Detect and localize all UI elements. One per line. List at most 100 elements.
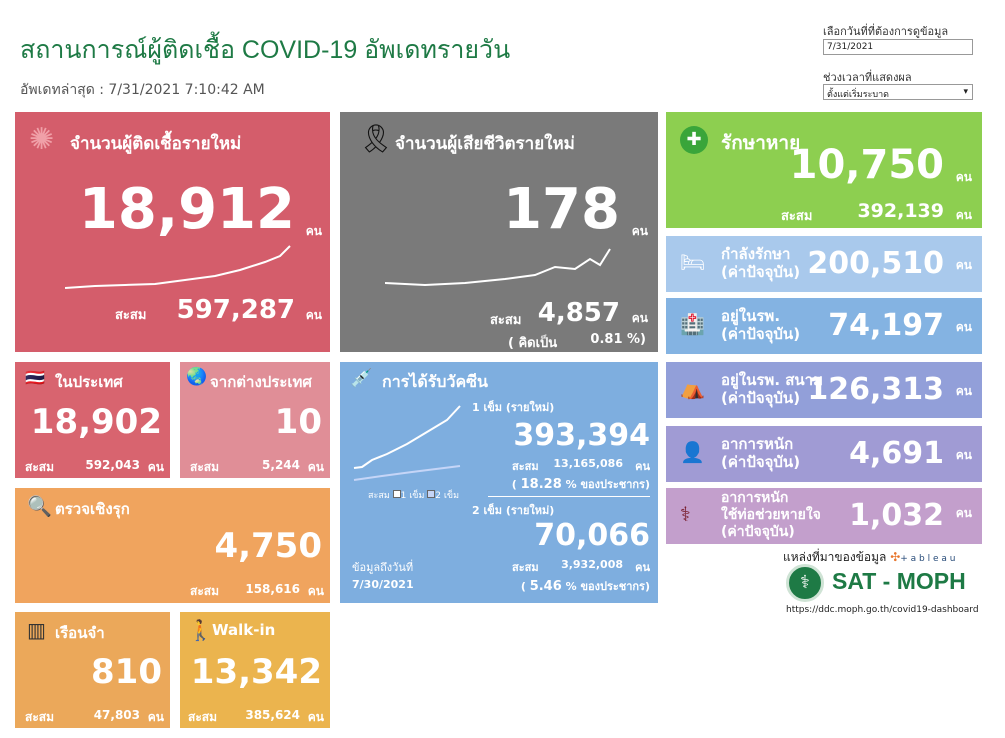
- walkin-panel: 🚶 Walk-in 13,342 สะสม 385,624 คน: [180, 612, 330, 728]
- unit: คน: [147, 460, 164, 474]
- domestic-cumulative: 592,043: [85, 458, 140, 472]
- medical-cross-icon: ✚: [680, 126, 708, 154]
- unit: คน: [955, 506, 972, 520]
- hospital-bed-icon: 🛏: [680, 250, 706, 274]
- new-cases-panel: ✺ จำนวนผู้ติดเชื้อรายใหม่ 18,912 คน สะสม…: [15, 112, 330, 352]
- range-label: ช่วงเวลาที่แสดงผล: [823, 71, 912, 84]
- imported-cumulative: 5,244: [262, 458, 300, 472]
- asof-date: 7/30/2021: [352, 578, 414, 591]
- legend-dose1: 1 เข็ม: [400, 491, 425, 501]
- cum-label: สะสม: [512, 561, 539, 574]
- unit: คน: [307, 710, 324, 724]
- cum-label: สะสม: [190, 584, 220, 598]
- domestic-value: 18,902: [30, 402, 162, 442]
- cum-label: สะสม: [25, 460, 55, 474]
- row-label-2: ใช้ท่อช่วยหายใจ: [721, 507, 821, 523]
- prison-bars-icon: ▥: [27, 618, 46, 642]
- cum-label: สะสม: [512, 460, 539, 473]
- recovered-panel: ✚ รักษาหาย 10,750 คน สะสม 392,139 คน: [666, 112, 982, 228]
- dose1-label: 1 เข็ม (รายใหม่): [472, 401, 555, 414]
- panel-title: ในประเทศ: [55, 373, 123, 391]
- death-rate: 0.81 %): [590, 332, 646, 347]
- row-value: 1,032: [849, 498, 944, 533]
- row-label: อยู่ในรพ. สนาม: [721, 371, 823, 389]
- cases-trend-line: [65, 245, 291, 289]
- divider: [488, 496, 650, 497]
- date-input[interactable]: 7/31/2021: [823, 39, 973, 55]
- unit: คน: [307, 460, 324, 474]
- legend-swatch-2: [427, 490, 436, 498]
- row-label: อยู่ในรพ.: [721, 307, 781, 325]
- vaccine-trend-chart: [353, 405, 461, 481]
- unit: คน: [955, 208, 972, 222]
- panel-title: จำนวนผู้ติดเชื้อรายใหม่: [70, 134, 242, 154]
- rate-label: ( คิดเป็น: [508, 336, 558, 351]
- unit: คน: [305, 224, 322, 238]
- pct-value: 5.46: [529, 579, 562, 594]
- pct-suffix: % ของประชากร): [565, 580, 650, 593]
- dose1-percent: ( 18.28 % ของประชากร): [512, 475, 650, 493]
- dose2-percent: ( 5.46 % ของประชากร): [521, 577, 650, 595]
- prison-panel: ▥ เรือนจำ 810 สะสม 47,803 คน: [15, 612, 170, 728]
- unit: คน: [635, 460, 650, 473]
- dose1-value: 393,394: [513, 418, 650, 453]
- cases-cumulative: 597,287: [176, 295, 295, 325]
- unit: คน: [955, 320, 972, 334]
- asof-label: ข้อมูลถึงวันที่: [352, 561, 414, 574]
- prison-cumulative: 47,803: [93, 708, 140, 722]
- thai-flag-icon: 🇹🇭: [25, 368, 45, 387]
- legend-cum: สะสม: [368, 491, 390, 501]
- imported-panel: 🌏 จากต่างประเทศ 10 สะสม 5,244 คน: [180, 362, 330, 478]
- walkin-value: 13,342: [190, 652, 322, 692]
- row-sub: (ค่าปัจจุบัน): [721, 389, 801, 407]
- globe-plane-icon: 🌏: [186, 367, 208, 387]
- row-value: 200,510: [807, 246, 944, 281]
- dose2-value: 70,066: [534, 518, 650, 553]
- unit: คน: [635, 561, 650, 574]
- panel-title: ตรวจเชิงรุก: [55, 500, 130, 518]
- moph-seal-icon: ⚕: [786, 564, 824, 602]
- unit: คน: [631, 311, 648, 325]
- row-label: กำลังรักษา: [721, 245, 791, 263]
- unit: คน: [955, 170, 972, 184]
- recovered-value: 10,750: [789, 142, 944, 188]
- cum-label: สะสม: [490, 313, 522, 328]
- tent-icon: ⛺: [680, 376, 705, 400]
- chart-legend: สะสม 1 เข็ม 2 เข็ม: [368, 488, 459, 502]
- active-cumulative: 158,616: [245, 582, 300, 596]
- range-select[interactable]: ตั้งแต่เริ่มระบาด ▾: [823, 84, 973, 100]
- status-row-treating: 🛏 กำลังรักษา (ค่าปัจจุบัน) 200,510 คน: [666, 236, 982, 292]
- new-cases-value: 18,912: [78, 177, 295, 242]
- dose2-label: 2 เข็ม (รายใหม่): [472, 504, 555, 517]
- paren: (: [520, 580, 526, 593]
- deaths-panel: 🎗 จำนวนผู้เสียชีวิตรายใหม่ 178 คน สะสม 4…: [340, 112, 658, 352]
- panel-title: จากต่างประเทศ: [210, 373, 312, 391]
- unit: คน: [631, 224, 648, 238]
- ventilator-icon: ⚕: [680, 502, 691, 526]
- row-label: อาการหนัก: [721, 490, 789, 506]
- unit: คน: [955, 448, 972, 462]
- panel-title: รักษาหาย: [721, 132, 801, 154]
- patient-icon: 👤: [680, 440, 705, 464]
- active-search-panel: 🔍 ตรวจเชิงรุก 4,750 สะสม 158,616 คน: [15, 488, 330, 603]
- row-sub: (ค่าปัจจุบัน): [721, 524, 795, 540]
- last-updated: อัพเดทล่าสุด : 7/31/2021 7:10:42 AM: [20, 82, 265, 98]
- ribbon-icon: 🎗: [358, 122, 394, 155]
- source-url[interactable]: https://ddc.moph.go.th/covid19-dashboard: [786, 605, 979, 615]
- panel-title: การได้รับวัคซีน: [382, 372, 488, 391]
- row-value: 126,313: [807, 372, 944, 407]
- cum-label: สะสม: [190, 460, 220, 474]
- paren: (: [511, 478, 517, 491]
- deaths-value: 178: [503, 177, 620, 242]
- unit: คน: [305, 308, 322, 322]
- panel-title: เรือนจำ: [55, 624, 105, 642]
- dose2-cumulative: 3,932,008: [561, 558, 623, 571]
- legend-swatch-1: [392, 490, 401, 498]
- tableau-wordmark: + a b l e a u: [900, 554, 956, 564]
- active-value: 4,750: [214, 526, 322, 566]
- unit: คน: [307, 584, 324, 598]
- page-title: สถานการณ์ผู้ติดเชื้อ COVID-19 อัพเดทรายว…: [20, 36, 511, 64]
- panel-title: Walk-in: [212, 621, 276, 639]
- row-value: 4,691: [849, 436, 944, 471]
- tableau-logo-icon: ✣: [890, 550, 901, 564]
